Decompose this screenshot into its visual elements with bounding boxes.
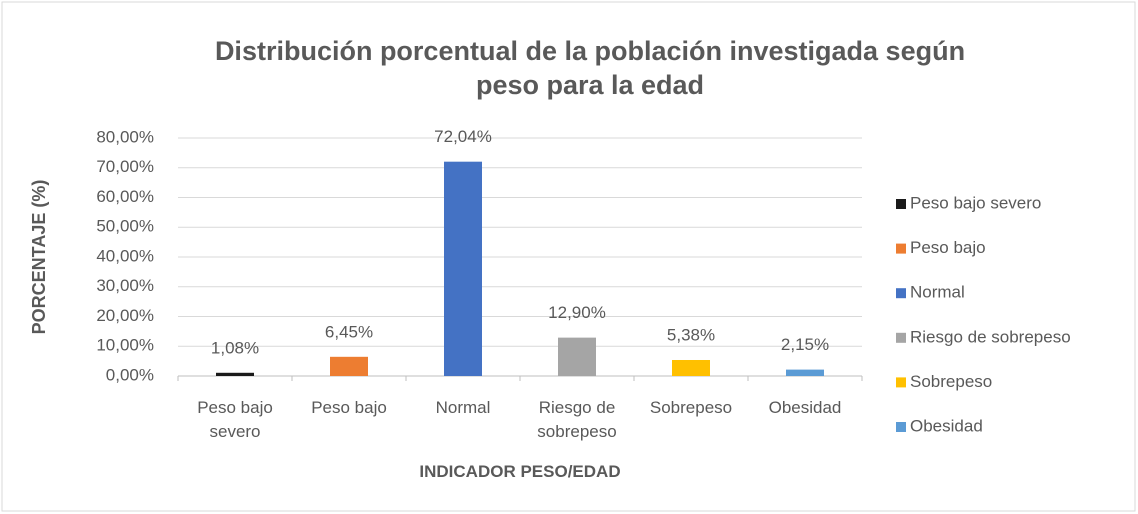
y-tick-label: 50,00%: [96, 217, 154, 236]
legend-swatch: [896, 377, 906, 388]
y-tick-label: 70,00%: [96, 157, 154, 176]
bar: [216, 372, 254, 376]
data-label: 2,15%: [781, 335, 829, 354]
data-label: 1,08%: [211, 338, 259, 357]
bar: [558, 337, 596, 376]
x-tick-label: Riesgo de sobrepeso: [537, 398, 617, 441]
y-tick-label: 0,00%: [106, 365, 154, 384]
y-axis-title: PORCENTAJE (%): [29, 180, 49, 335]
y-tick-label: 10,00%: [96, 336, 154, 355]
x-tick-label: Normal: [435, 398, 491, 417]
y-tick-label: 40,00%: [96, 246, 154, 265]
bar: [672, 359, 710, 376]
x-tick-label: Peso bajo: [311, 398, 387, 417]
legend-swatch: [896, 422, 906, 432]
legend-swatch: [896, 332, 906, 343]
x-axis-title: INDICADOR PESO/EDAD: [419, 462, 621, 481]
data-label: 72,04%: [434, 127, 492, 146]
data-label: 6,45%: [325, 322, 373, 341]
legend-label: Peso bajo severo: [910, 193, 1041, 212]
data-label: 5,38%: [667, 325, 715, 344]
legend-label: Normal: [910, 283, 965, 302]
x-tick-label: Peso bajo severo: [197, 398, 273, 441]
legend-label: Sobrepeso: [910, 372, 992, 391]
legend-label: Obesidad: [910, 416, 983, 435]
bar: [330, 356, 368, 376]
x-tick-label: Obesidad: [768, 398, 842, 417]
legend-swatch: [896, 288, 906, 299]
chart-title: Distribución porcentual de la población …: [214, 36, 966, 100]
y-tick-label: 60,00%: [96, 187, 154, 206]
bar: [444, 161, 482, 376]
data-label: 12,90%: [548, 303, 606, 322]
y-tick-label: 80,00%: [96, 127, 154, 146]
legend-swatch: [896, 199, 906, 209]
y-tick-label: 30,00%: [96, 276, 154, 295]
legend-label: Peso bajo: [910, 238, 986, 257]
legend-swatch: [896, 243, 906, 254]
legend-label: Riesgo de sobrepeso: [910, 327, 1071, 346]
bar: [786, 369, 824, 376]
y-tick-label: 20,00%: [96, 306, 154, 325]
x-tick-label: Sobrepeso: [649, 398, 733, 417]
